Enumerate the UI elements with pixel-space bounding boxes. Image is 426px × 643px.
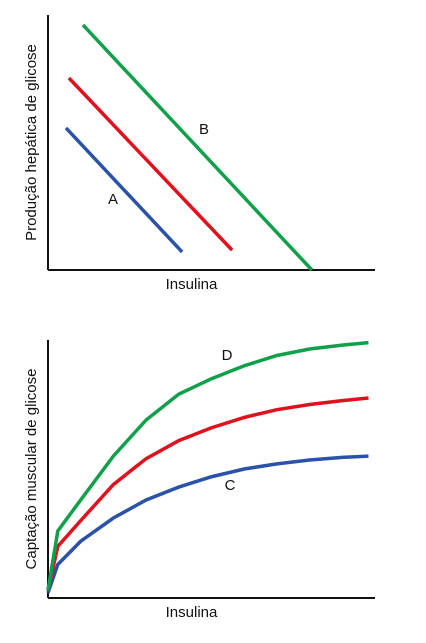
line-label: A [108, 191, 118, 208]
data-line [67, 76, 234, 252]
data-line [64, 126, 184, 254]
line-label: D [222, 347, 233, 364]
data-line [81, 23, 314, 272]
line-label: B [199, 121, 209, 138]
data-line [46, 396, 369, 591]
data-line [46, 454, 369, 594]
y-axis-label: Captação muscular de glicose [23, 369, 40, 570]
x-axis-label: Insulina [166, 604, 218, 621]
data-line [46, 340, 369, 591]
y-axis-label: Produção hepática de glicose [23, 44, 40, 241]
x-axis-label: Insulina [166, 276, 218, 293]
line-label: C [225, 477, 236, 494]
